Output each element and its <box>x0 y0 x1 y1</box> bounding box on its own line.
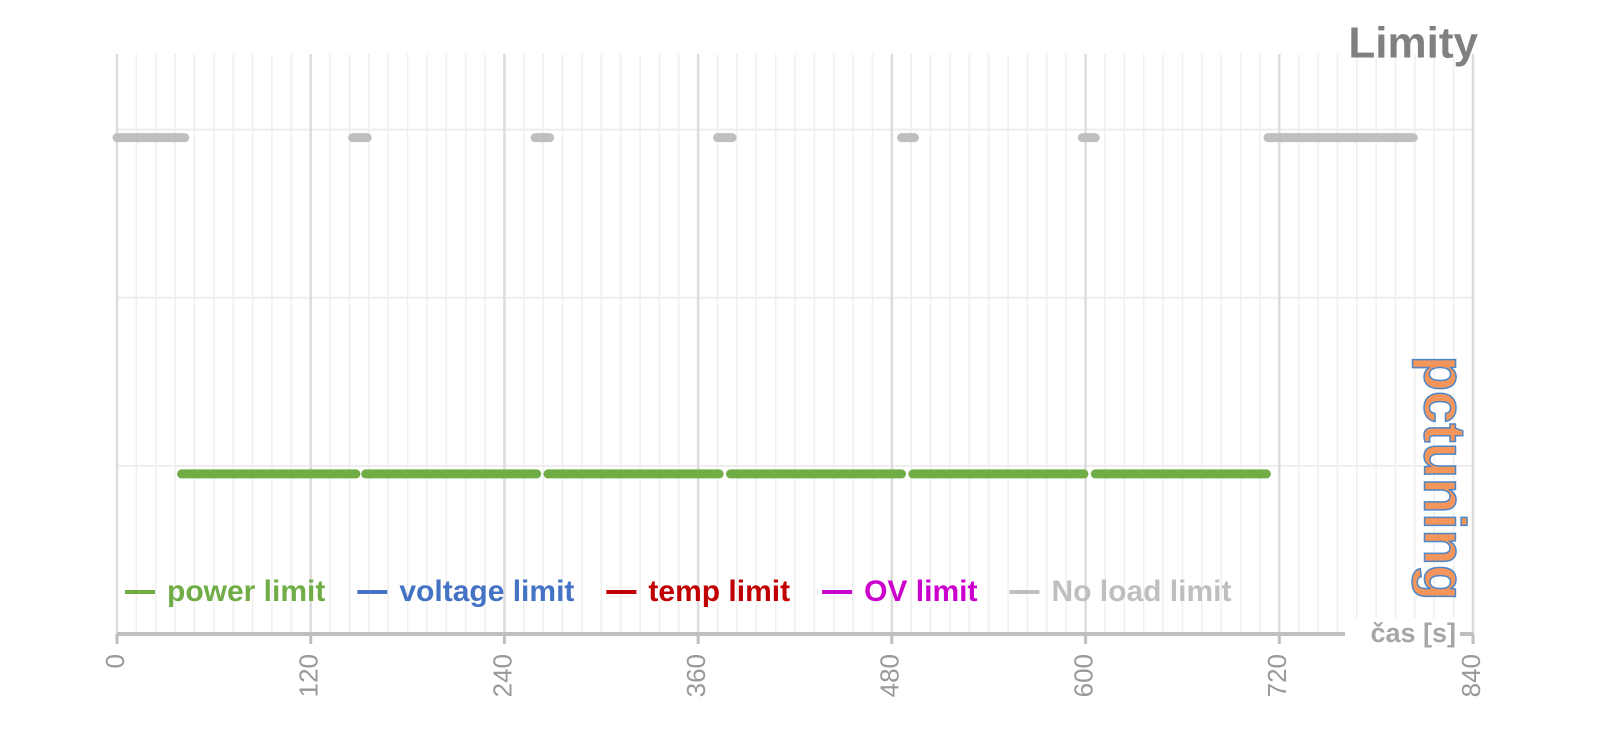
x-label-bg <box>1345 618 1460 652</box>
plot <box>112 133 1418 479</box>
legend-label: OV limit <box>864 575 977 608</box>
legend-label: temp limit <box>648 575 790 608</box>
grid: 0 120 240 360 480 600 720 840 <box>100 54 1486 697</box>
x-tick-label: 240 <box>487 654 517 697</box>
legend-label: voltage limit <box>399 575 574 608</box>
watermark: pctuning <box>1412 356 1477 601</box>
x-tick-label: 480 <box>875 654 905 697</box>
x-axis-label: čas [s] <box>1370 618 1456 648</box>
x-tick-label: 120 <box>294 654 324 697</box>
legend-label: No load limit <box>1051 575 1231 608</box>
legend: power limit voltage limit temp limit OV lim… <box>125 575 1231 608</box>
chart-title: Limity <box>1348 19 1478 68</box>
x-tick-label: 600 <box>1068 654 1098 697</box>
x-tick-label: 840 <box>1456 654 1486 697</box>
legend-label: power limit <box>167 575 325 608</box>
x-tick-label: 360 <box>681 654 711 697</box>
x-tick-label: 720 <box>1262 654 1292 697</box>
x-tick-label: 0 <box>100 654 130 668</box>
